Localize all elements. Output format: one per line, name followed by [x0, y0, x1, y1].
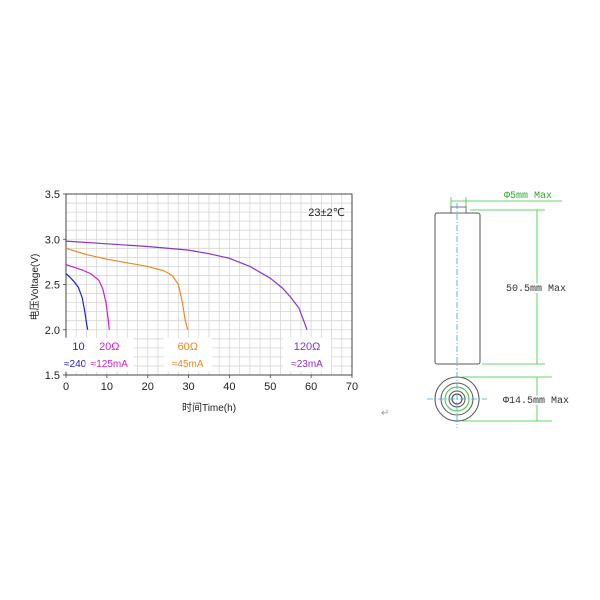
y-tick-label: 3.5	[45, 189, 60, 201]
series-name-label: 20Ω	[99, 341, 119, 353]
series-label-background	[85, 337, 134, 372]
y-tick-label: 2.5	[45, 280, 60, 292]
bottom-view-center-lines	[427, 372, 487, 428]
positive-terminal	[450, 206, 467, 214]
x-tick-label: 10	[101, 381, 113, 393]
battery-cell-body	[434, 212, 481, 365]
series-line	[65, 273, 89, 330]
series-line	[65, 247, 189, 330]
series-name-label: 120Ω	[294, 341, 321, 353]
series-current-label: ≈125mA	[91, 359, 129, 370]
return-mark: ↵	[381, 408, 389, 419]
height-dimension-label: 50.5mm Max	[506, 284, 566, 295]
x-tick-label: 60	[305, 381, 317, 393]
battery-dimension-diagram: Φ5mm Max 50.5mm Max Φ14.5mm	[427, 191, 571, 428]
x-axis-label: 时间Time(h)	[182, 401, 236, 414]
series-current-label: ≈23mA	[291, 359, 323, 370]
series-current-label: ≈45mA	[172, 359, 204, 370]
diameter-dimension	[462, 376, 552, 422]
height-dimension	[470, 209, 545, 365]
x-tick-label: 50	[264, 381, 276, 393]
y-tick-label: 3.0	[45, 234, 60, 246]
series-name-label: 60Ω	[178, 341, 198, 353]
y-axis-label: 电压Voltage(V)	[28, 254, 41, 321]
tick-labels: 0 10 20 30 40 50 60 70 1.5 2.0 2.5 3.0 3.5	[45, 189, 358, 393]
x-tick-label: 0	[63, 381, 69, 393]
y-tick-label: 2.0	[45, 325, 60, 337]
x-tick-label: 30	[182, 381, 194, 393]
series-label-background	[163, 337, 212, 372]
x-tick-label: 70	[346, 381, 358, 393]
diameter-dimension-label: Φ14.5mm Max	[503, 396, 569, 407]
y-tick-label: 1.5	[45, 370, 60, 382]
series-lines	[65, 240, 308, 331]
series-label-background	[283, 337, 332, 372]
x-tick-label: 20	[142, 381, 154, 393]
series-line	[65, 264, 110, 330]
discharge-chart: 0 10 20 30 40 50 60 701.52.02.53.03.5 10Ω≈240mA…	[28, 189, 358, 414]
series-current-label: ≈240mA	[64, 359, 102, 370]
x-tick-label: 40	[223, 381, 235, 393]
series-line	[65, 240, 308, 331]
top-terminal-dimension-label: Φ5mm Max	[504, 191, 552, 202]
temperature-annotation: 23±2℃	[308, 207, 345, 219]
